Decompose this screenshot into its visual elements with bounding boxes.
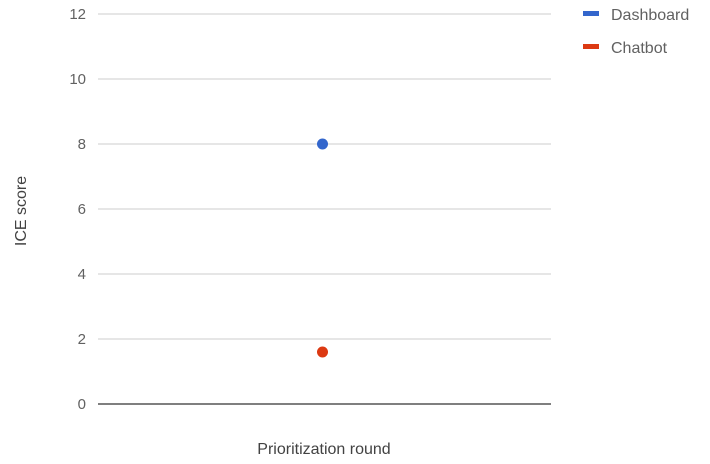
legend-swatch-chatbot	[583, 44, 599, 49]
y-tick-label-10: 10	[69, 71, 86, 88]
data-points	[317, 138, 328, 358]
data-point-dashboard	[317, 138, 328, 150]
x-axis-title: Prioritization round	[257, 441, 390, 458]
y-tick-label-0: 0	[78, 396, 86, 413]
legend-label-chatbot: Chatbot	[611, 40, 668, 57]
legend-label-dashboard: Dashboard	[611, 7, 689, 24]
gridlines	[98, 13, 551, 340]
y-tick-label-4: 4	[78, 266, 86, 283]
data-point-chatbot	[317, 346, 328, 358]
legend-swatch-dashboard	[583, 11, 599, 16]
y-axis-title: ICE score	[13, 176, 30, 246]
y-tick-label-12: 12	[69, 6, 86, 23]
y-tick-label-6: 6	[78, 201, 86, 218]
y-tick-label-8: 8	[78, 136, 86, 153]
y-tick-label-2: 2	[78, 331, 86, 348]
y-tick-labels: 0 2 4 6 8 10 12	[69, 6, 86, 413]
legend: Dashboard Chatbot	[583, 7, 689, 57]
